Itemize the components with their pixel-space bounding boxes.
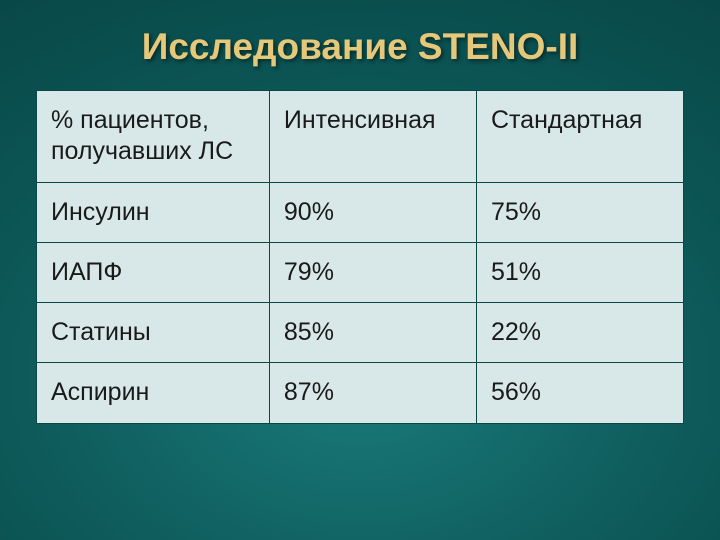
row-label: ИАПФ (37, 242, 270, 302)
data-cell: 56% (476, 363, 683, 423)
row-label: Аспирин (37, 363, 270, 423)
table-row: Инсулин 90% 75% (37, 182, 684, 242)
table-row: Статины 85% 22% (37, 303, 684, 363)
table-header-row: % пациентов, получавших ЛС Интенсивная С… (37, 91, 684, 183)
table-container: % пациентов, получавших ЛС Интенсивная С… (36, 90, 684, 424)
row-label: Статины (37, 303, 270, 363)
data-cell: 51% (476, 242, 683, 302)
data-cell: 75% (476, 182, 683, 242)
data-cell: 22% (476, 303, 683, 363)
table-row: ИАПФ 79% 51% (37, 242, 684, 302)
data-cell: 85% (269, 303, 476, 363)
data-cell: 90% (269, 182, 476, 242)
slide-title: Исследование STENO-II (0, 0, 720, 90)
data-cell: 87% (269, 363, 476, 423)
header-cell: Стандартная (476, 91, 683, 183)
table-row: Аспирин 87% 56% (37, 363, 684, 423)
header-cell: % пациентов, получавших ЛС (37, 91, 270, 183)
data-table: % пациентов, получавших ЛС Интенсивная С… (36, 90, 684, 424)
header-cell: Интенсивная (269, 91, 476, 183)
row-label: Инсулин (37, 182, 270, 242)
data-cell: 79% (269, 242, 476, 302)
